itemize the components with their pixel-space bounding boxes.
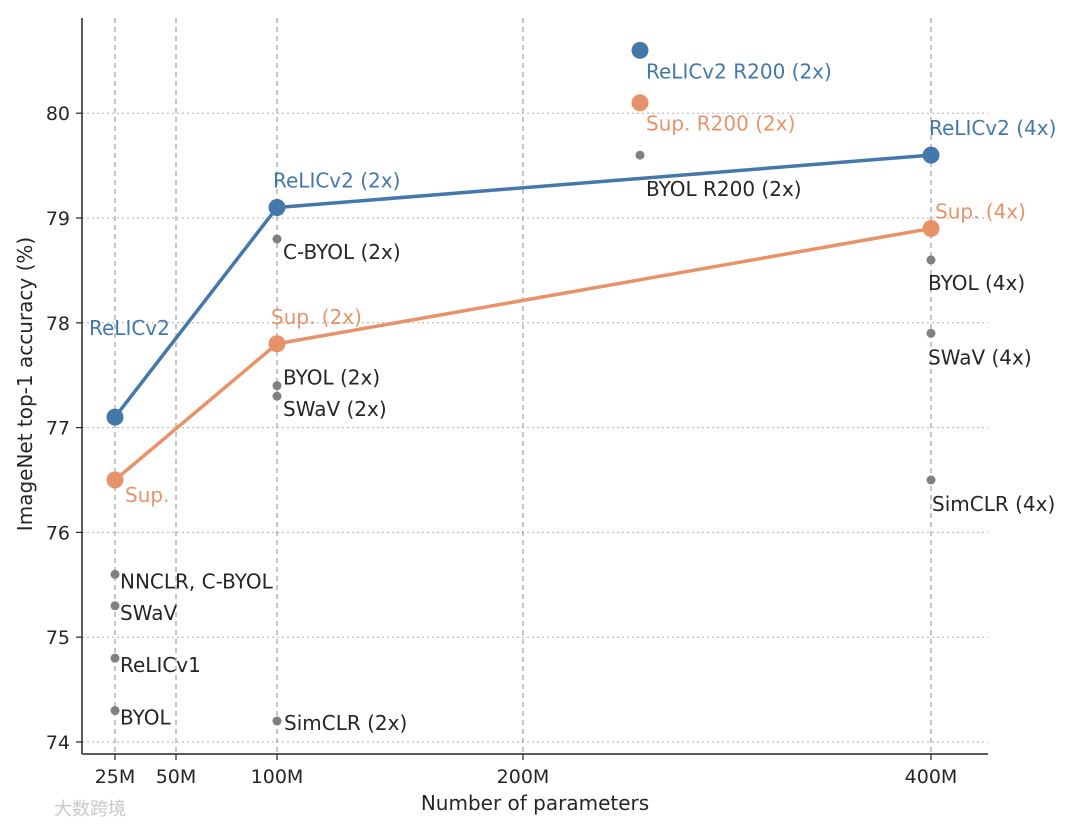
x-tick-label-400M: 400M <box>905 766 958 788</box>
point-relicv2-r200-2x <box>632 42 649 59</box>
label-relicv2: ReLICv2 <box>89 316 170 340</box>
label-nnclr-c-byol: NNCLR, C-BYOL <box>120 569 274 593</box>
x-tick-label-200M: 200M <box>497 766 550 788</box>
y-tick-label-79: 79 <box>46 208 70 230</box>
point-byol <box>111 706 120 715</box>
point-simclr-2x <box>273 717 282 726</box>
label-relicv2-4x: ReLICv2 (4x) <box>929 116 1056 140</box>
y-axis-title: ImageNet top-1 accuracy (%) <box>13 237 37 531</box>
y-tick-label-75: 75 <box>46 627 70 649</box>
point-c-byol-2x <box>273 234 282 243</box>
point-sup-2x <box>269 335 286 352</box>
label-byol-r200-2x: BYOL R200 (2x) <box>646 177 802 201</box>
point-relicv2-4x <box>923 147 940 164</box>
point-sup-r200-2x <box>632 94 649 111</box>
point-byol-4x <box>927 255 936 264</box>
point-byol-2x <box>273 381 282 390</box>
x-tick-label-25M: 25M <box>95 766 136 788</box>
label-relicv1: ReLICv1 <box>120 653 201 677</box>
point-swav-2x <box>273 392 282 401</box>
point-relicv1 <box>111 654 120 663</box>
label-swav: SWaV <box>120 601 177 625</box>
label-byol-2x: BYOL (2x) <box>283 366 380 390</box>
y-tick-label-80: 80 <box>46 103 70 125</box>
point-nnclr-c-byol <box>111 570 120 579</box>
y-tick-label-78: 78 <box>46 313 70 335</box>
point-relicv2-2x <box>269 199 286 216</box>
point-swav <box>111 601 120 610</box>
axes <box>82 18 988 754</box>
x-axis-title: Number of parameters <box>421 791 649 815</box>
y-tick-label-77: 77 <box>46 418 70 440</box>
label-relicv2-2x: ReLICv2 (2x) <box>273 169 400 193</box>
y-tick-label-76: 76 <box>46 522 70 544</box>
label-byol: BYOL <box>120 706 171 730</box>
label-c-byol-2x: C-BYOL (2x) <box>283 240 401 264</box>
label-sup-4x: Sup. (4x) <box>935 199 1026 223</box>
label-sup-r200-2x: Sup. R200 (2x) <box>646 112 795 136</box>
label-swav-4x: SWaV (4x) <box>928 345 1032 369</box>
x-tick-label-100M: 100M <box>251 766 304 788</box>
point-relicv2 <box>107 409 124 426</box>
label-simclr-4x: SimCLR (4x) <box>932 492 1055 516</box>
watermark: 大数跨境 <box>54 799 126 820</box>
grid <box>82 18 988 754</box>
x-tick-label-50M: 50M <box>156 766 197 788</box>
point-swav-4x <box>927 329 936 338</box>
label-byol-4x: BYOL (4x) <box>928 271 1025 295</box>
point-simclr-4x <box>927 476 936 485</box>
point-sup <box>107 472 124 489</box>
label-sup: Sup. <box>125 483 169 507</box>
label-relicv2-r200-2x: ReLICv2 R200 (2x) <box>646 59 832 83</box>
data-labels: NNCLR, C-BYOL SWaV ReLICv1 BYOL C-BYOL (2x) B… <box>89 59 1056 735</box>
label-swav-2x: SWaV (2x) <box>283 397 387 421</box>
ticks: 74 75 76 77 78 79 80 25M 50M 100M 200M 400M <box>46 103 958 788</box>
y-tick-label-74: 74 <box>46 732 70 754</box>
label-simclr-2x: SimCLR (2x) <box>284 711 407 735</box>
label-sup-2x: Sup. (2x) <box>271 305 362 329</box>
point-byol-r200-2x <box>636 151 645 160</box>
